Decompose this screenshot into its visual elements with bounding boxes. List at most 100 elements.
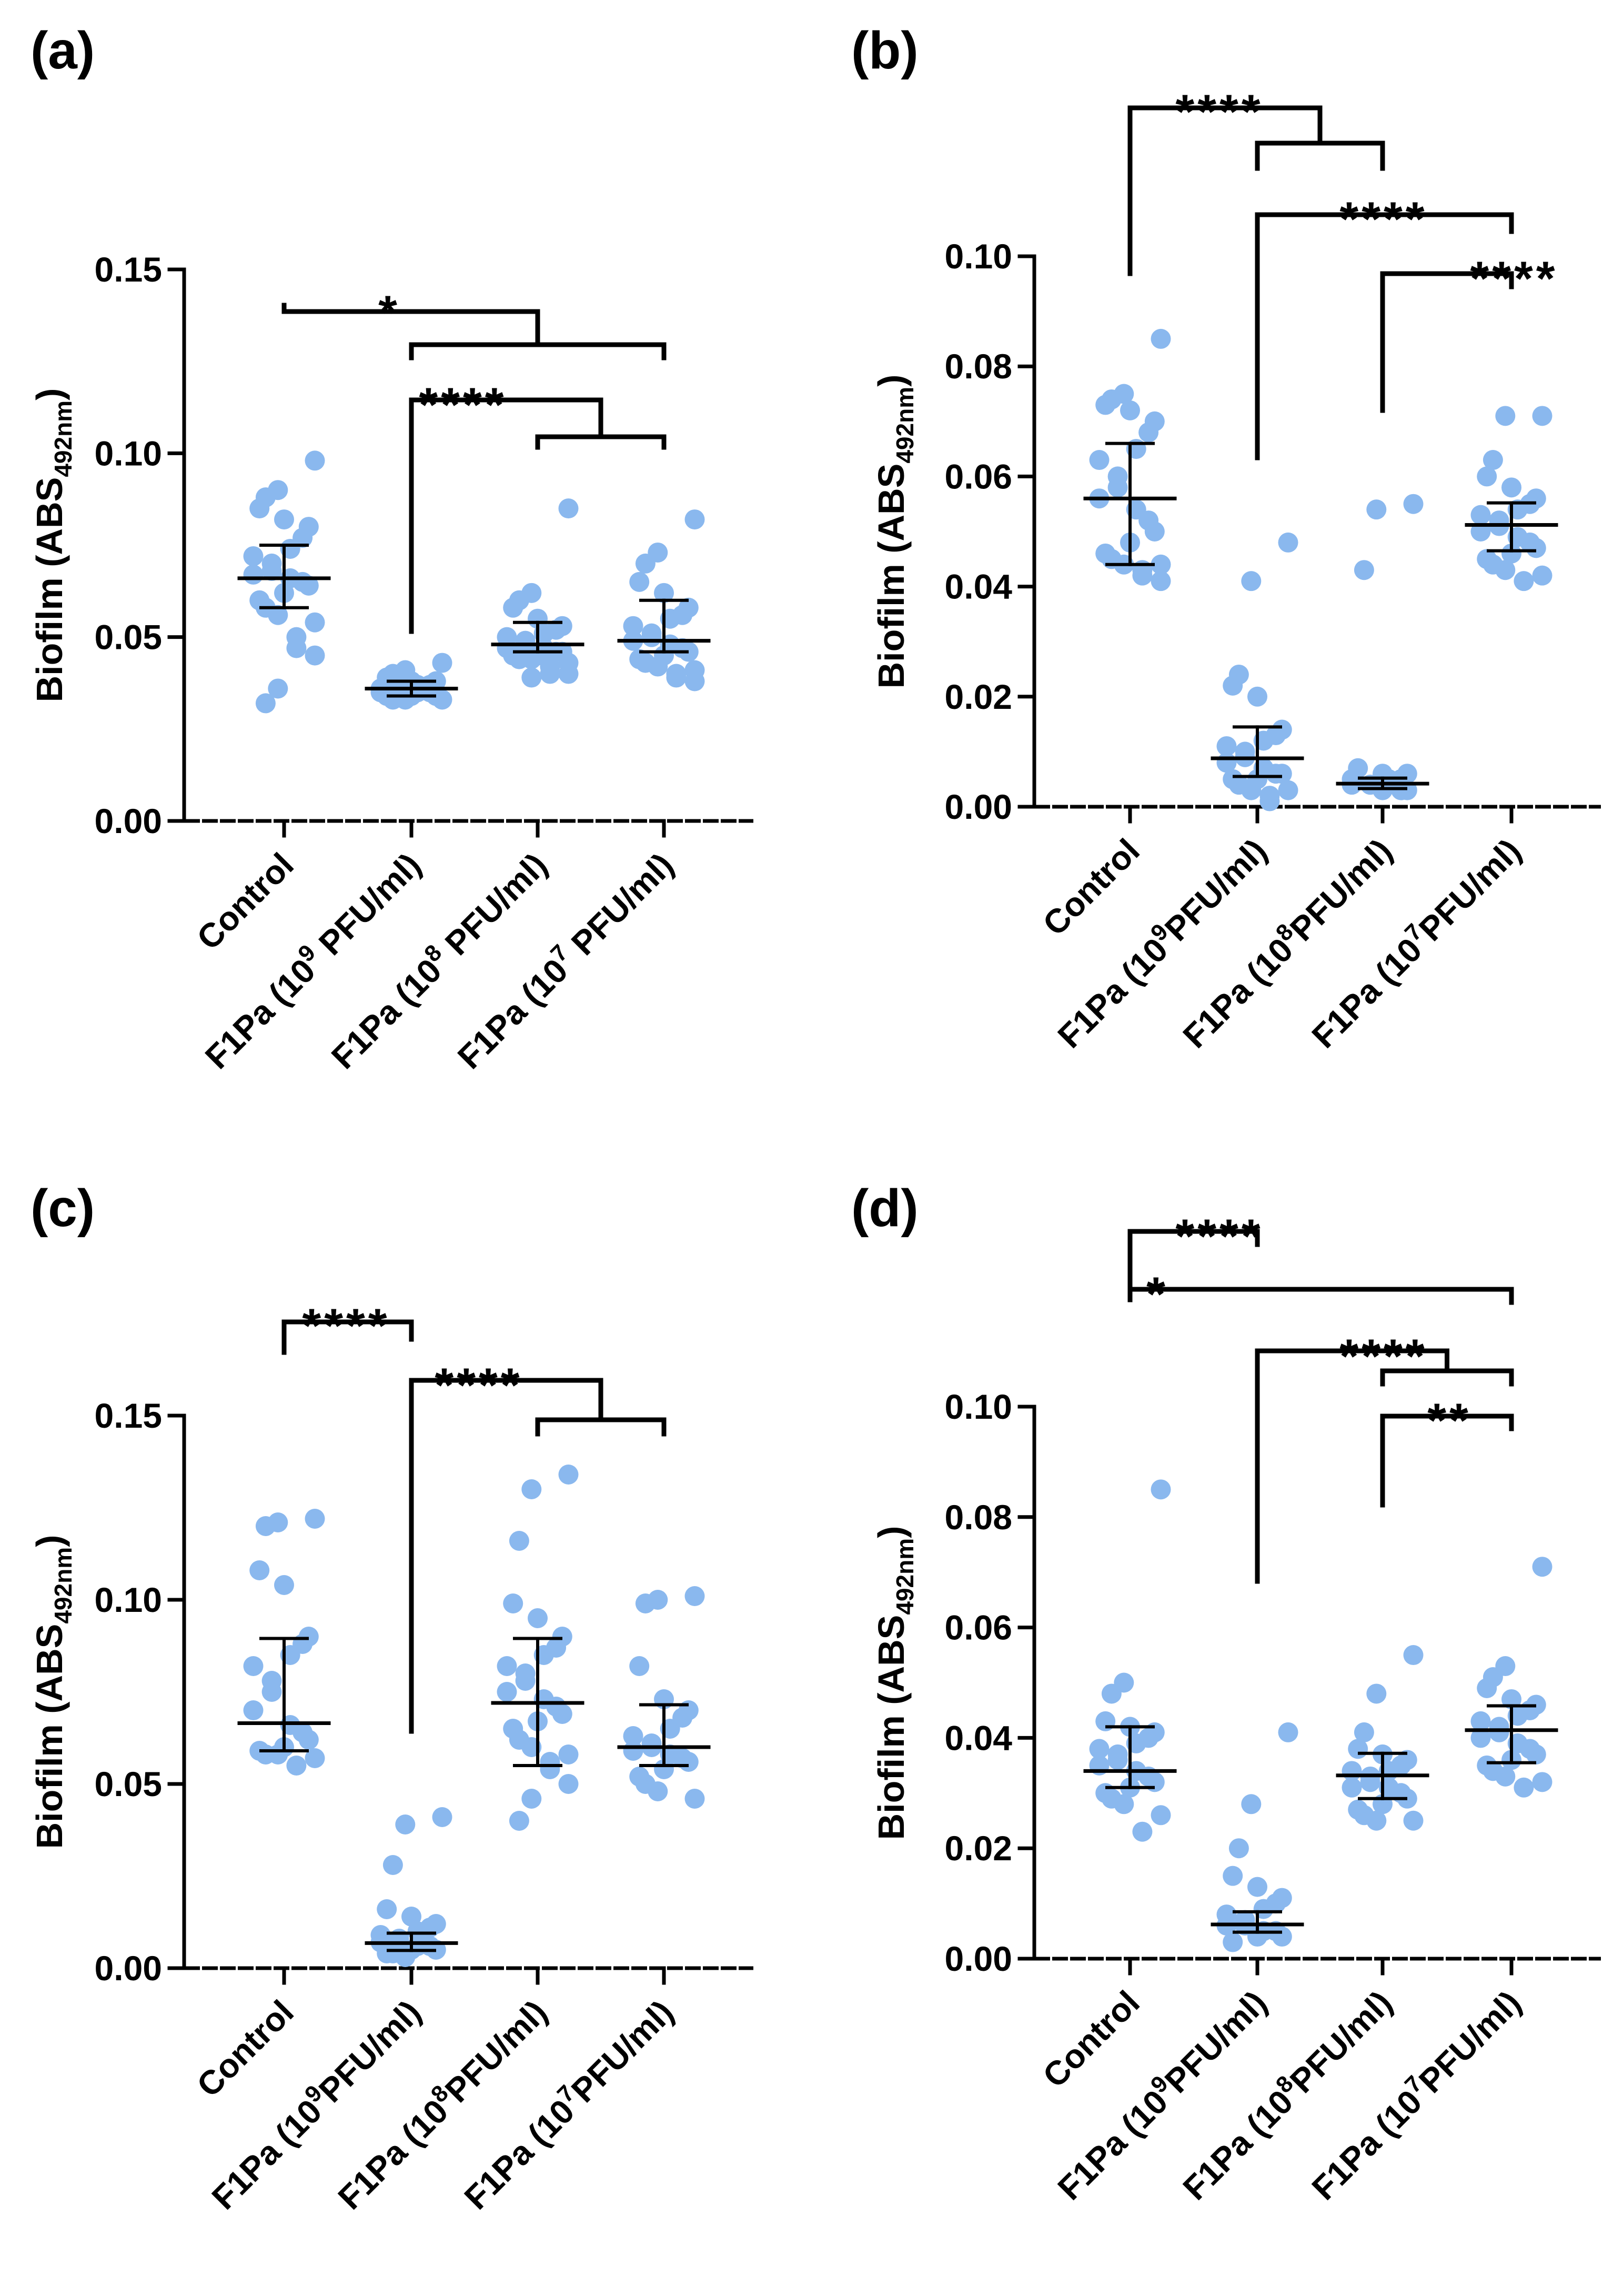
data-point xyxy=(1483,450,1503,470)
data-point xyxy=(432,689,452,710)
y-tick-label: 0.04 xyxy=(945,567,1013,606)
data-point xyxy=(521,667,542,688)
data-point xyxy=(552,1704,572,1724)
y-tick-label: 0.08 xyxy=(945,347,1012,386)
x-category-label: F1Pa (107PFU/ml) xyxy=(1302,829,1528,1055)
data-point xyxy=(1354,1722,1374,1742)
data-point xyxy=(1501,1689,1521,1709)
y-tick-label: 0.10 xyxy=(945,1387,1012,1426)
significance-bracket: **** xyxy=(1380,252,1558,413)
data-point xyxy=(684,671,705,691)
data-point xyxy=(684,509,705,530)
y-tick-label: 0.06 xyxy=(945,457,1012,496)
data-point xyxy=(305,1509,325,1529)
data-point xyxy=(503,597,523,618)
y-tick-label: 0.08 xyxy=(945,1498,1012,1537)
data-point xyxy=(1278,780,1298,800)
data-point xyxy=(623,616,643,636)
data-point xyxy=(1120,400,1140,420)
data-point xyxy=(298,575,319,596)
data-point xyxy=(1403,1810,1424,1831)
group-0 xyxy=(237,450,331,714)
data-point xyxy=(286,1756,307,1776)
data-point xyxy=(432,1807,452,1827)
data-point xyxy=(558,664,579,684)
group-3 xyxy=(617,1586,711,1809)
significance-label: **** xyxy=(1339,193,1427,246)
group-0 xyxy=(1083,1479,1177,1842)
group-0 xyxy=(237,1509,331,1776)
data-point xyxy=(1132,1821,1153,1842)
data-point xyxy=(1151,571,1171,591)
data-point xyxy=(1403,1645,1424,1666)
group-2 xyxy=(1336,494,1429,800)
data-point xyxy=(1514,571,1534,591)
data-point xyxy=(1144,522,1165,542)
data-point xyxy=(249,1560,270,1580)
significance-label: **** xyxy=(1470,252,1558,306)
x-category-label: F1Pa (108 PFU/ml) xyxy=(321,843,555,1076)
data-point xyxy=(1216,736,1237,756)
y-tick-label: 0.04 xyxy=(945,1718,1013,1757)
y-tick-label: 0.00 xyxy=(95,1949,162,1988)
y-axis-title: Biofilm (ABS492nm) xyxy=(871,375,919,689)
data-point xyxy=(1151,1805,1171,1826)
data-point xyxy=(1259,791,1280,811)
y-tick-label: 0.05 xyxy=(95,1764,162,1803)
data-point xyxy=(521,1789,542,1809)
data-point xyxy=(497,1682,517,1702)
data-point xyxy=(515,1671,536,1691)
group-2 xyxy=(491,1465,584,1831)
data-point xyxy=(1151,554,1171,575)
data-point xyxy=(635,553,656,574)
x-category-label: F1Pa (108PFU/ml) xyxy=(1173,829,1399,1055)
data-point xyxy=(249,498,270,519)
data-point xyxy=(1272,1927,1292,1947)
data-point xyxy=(1278,532,1298,553)
data-point xyxy=(1278,1722,1298,1742)
y-axis-title: Biofilm (ABS492nm) xyxy=(29,388,77,703)
data-point xyxy=(1532,1557,1552,1577)
data-point xyxy=(243,564,264,585)
significance-label: * xyxy=(1146,1268,1168,1321)
data-point xyxy=(395,1947,416,1967)
data-point xyxy=(1151,328,1171,349)
data-point xyxy=(648,656,668,677)
y-tick-label: 0.02 xyxy=(945,677,1012,716)
data-point xyxy=(1241,780,1262,800)
x-category-label: F1Pa (107PFU/ml) xyxy=(1302,1981,1528,2207)
group-3 xyxy=(617,509,711,691)
data-point xyxy=(395,1814,416,1834)
data-point xyxy=(243,546,264,566)
data-point xyxy=(243,1656,264,1676)
data-point xyxy=(1247,1877,1267,1897)
x-category-label: Control xyxy=(1035,831,1147,943)
data-point xyxy=(509,1811,529,1831)
data-point xyxy=(255,693,276,714)
data-point xyxy=(654,583,674,603)
data-point xyxy=(521,1479,542,1499)
panel-letter: (b) xyxy=(851,21,919,80)
data-point xyxy=(1223,1866,1243,1886)
data-point xyxy=(255,1516,276,1536)
data-point xyxy=(629,572,650,592)
panel-d: (d) 0.00 0.02 0.04 0.06 0.08 0.10 Biofilm (ABS4… xyxy=(851,1179,1601,2207)
significance-bracket: **** xyxy=(409,1359,667,1734)
y-axis-title: Biofilm (ABS492nm) xyxy=(29,1535,77,1849)
data-point xyxy=(528,1608,548,1628)
data-point xyxy=(684,1789,705,1809)
data-point xyxy=(521,649,542,669)
group-3 xyxy=(1465,1557,1558,1798)
group-1 xyxy=(365,1807,458,1967)
x-category-label: F1Pa (107PFU/ml) xyxy=(455,1990,681,2217)
y-tick-label: 0.00 xyxy=(95,801,162,840)
data-point xyxy=(1470,505,1491,525)
data-point xyxy=(1366,499,1387,520)
data-point xyxy=(274,1575,294,1595)
significance-bracket: **** xyxy=(1255,1330,1514,1584)
group-2 xyxy=(491,498,584,688)
data-point xyxy=(1501,543,1521,564)
data-point xyxy=(684,1586,705,1606)
significance-bracket: **** xyxy=(1127,85,1385,276)
data-point xyxy=(1470,1728,1491,1748)
